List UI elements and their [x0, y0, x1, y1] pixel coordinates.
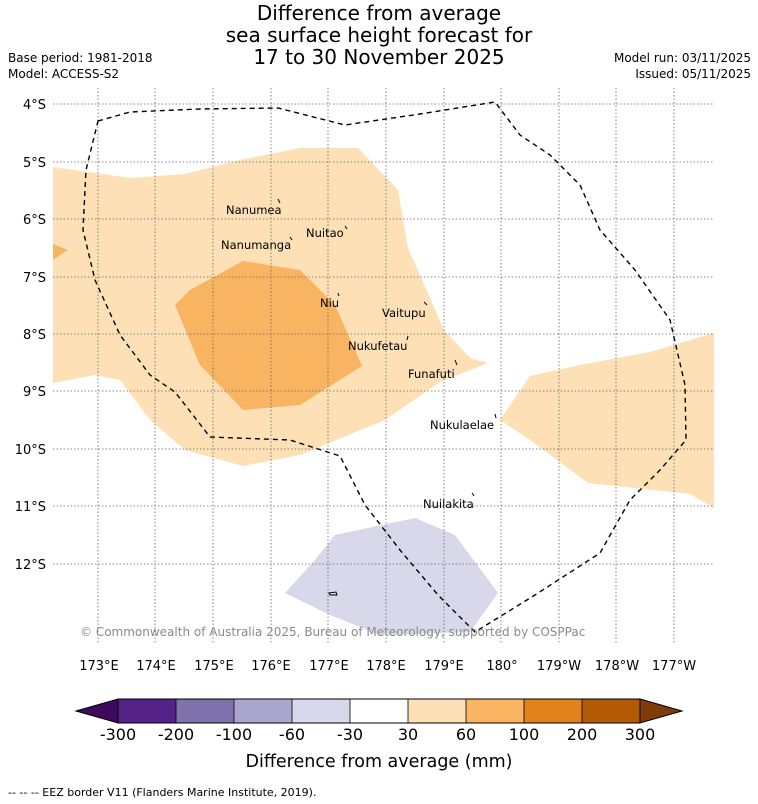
lat-label: 7°S — [23, 271, 46, 286]
colorbar-tick-label: 200 — [567, 725, 598, 744]
anomaly-region-neg-30-60 — [285, 518, 498, 635]
colorbar-swatch — [292, 699, 350, 723]
colorbar-tick-label: 100 — [509, 725, 540, 744]
place-nanumea: Nanumea — [226, 203, 282, 217]
colorbar-tick-label: -60 — [279, 725, 305, 744]
colorbar-tick-label: 300 — [625, 725, 656, 744]
anomaly-region-30-60-east — [500, 333, 714, 508]
colorbar-tick-label: -100 — [216, 725, 252, 744]
place-vaitupu: Vaitupu — [382, 306, 426, 320]
lon-label: 179°W — [537, 659, 581, 674]
colorbar-extend-low — [74, 698, 119, 724]
place-nukufetau: Nukufetau — [348, 339, 407, 353]
colorbar-tick-label: 30 — [398, 725, 418, 744]
colorbar-label: Difference from average (mm) — [245, 752, 512, 772]
anomaly-shading — [53, 148, 714, 635]
colorbar-swatch — [466, 699, 524, 723]
colorbar-tick-label: -200 — [158, 725, 194, 744]
lon-label: 177°E — [309, 659, 349, 674]
eez-border — [82, 101, 687, 633]
lon-label: 180° — [486, 659, 517, 674]
graticule — [53, 88, 714, 644]
anomaly-region-60-100-west — [53, 244, 68, 260]
lon-label: 173°E — [79, 659, 119, 674]
colorbar-tick-label: 60 — [456, 725, 476, 744]
lat-label: 4°S — [23, 98, 46, 113]
colorbar — [74, 698, 684, 724]
lat-label: 9°S — [23, 385, 46, 400]
lon-label: 178°E — [366, 659, 406, 674]
colorbar-swatch — [582, 699, 640, 723]
eez-footnote: -- -- -- EEZ border V11 (Flanders Marine… — [8, 786, 317, 799]
colorbar-swatch — [524, 699, 582, 723]
copyright-text: © Commonwealth of Australia 2025, Bureau… — [80, 625, 585, 639]
title-line-3: 17 to 30 November 2025 — [253, 45, 505, 69]
island-outline — [328, 591, 338, 596]
base-period: Base period: 1981-2018 — [8, 51, 153, 65]
model-run: Model run: 03/11/2025 — [613, 51, 751, 65]
lon-label: 177°W — [652, 659, 696, 674]
anomaly-region-60-100-central — [175, 261, 362, 410]
lat-label: 6°S — [23, 213, 46, 228]
title-line-2: sea surface height forecast for — [225, 23, 533, 47]
colorbar-swatch — [408, 699, 466, 723]
place-nuilakita: Nuilakita — [423, 497, 474, 511]
lat-label: 10°S — [15, 443, 46, 458]
lat-label: 11°S — [15, 500, 46, 515]
place-nanumanga: Nanumanga — [221, 238, 291, 252]
place-nuitao: Nuitao — [306, 226, 344, 240]
colorbar-swatch — [234, 699, 292, 723]
place-nukulaelae: Nukulaelae — [430, 418, 494, 432]
lon-label: 175°E — [194, 659, 234, 674]
colorbar-tick-label: -30 — [337, 725, 363, 744]
lon-label: 178°W — [595, 659, 639, 674]
lon-label: 174°E — [136, 659, 176, 674]
colorbar-extend-high — [639, 698, 684, 724]
lon-label: 176°E — [251, 659, 291, 674]
colorbar-tick-label: -300 — [100, 725, 136, 744]
title-line-1: Difference from average — [256, 1, 502, 25]
colorbar-swatch — [176, 699, 234, 723]
island-markers — [277, 198, 497, 497]
lat-label: 5°S — [23, 156, 46, 171]
place-niu: Niu — [320, 296, 339, 310]
lat-label: 8°S — [23, 328, 46, 343]
colorbar-swatch — [118, 699, 176, 723]
lat-label: 12°S — [15, 558, 46, 573]
colorbar-swatch — [350, 699, 408, 723]
place-funafuti: Funafuti — [408, 367, 455, 381]
issued-date: Issued: 05/11/2025 — [635, 67, 751, 81]
model-name: Model: ACCESS-S2 — [8, 67, 120, 81]
lon-label: 179°E — [424, 659, 464, 674]
